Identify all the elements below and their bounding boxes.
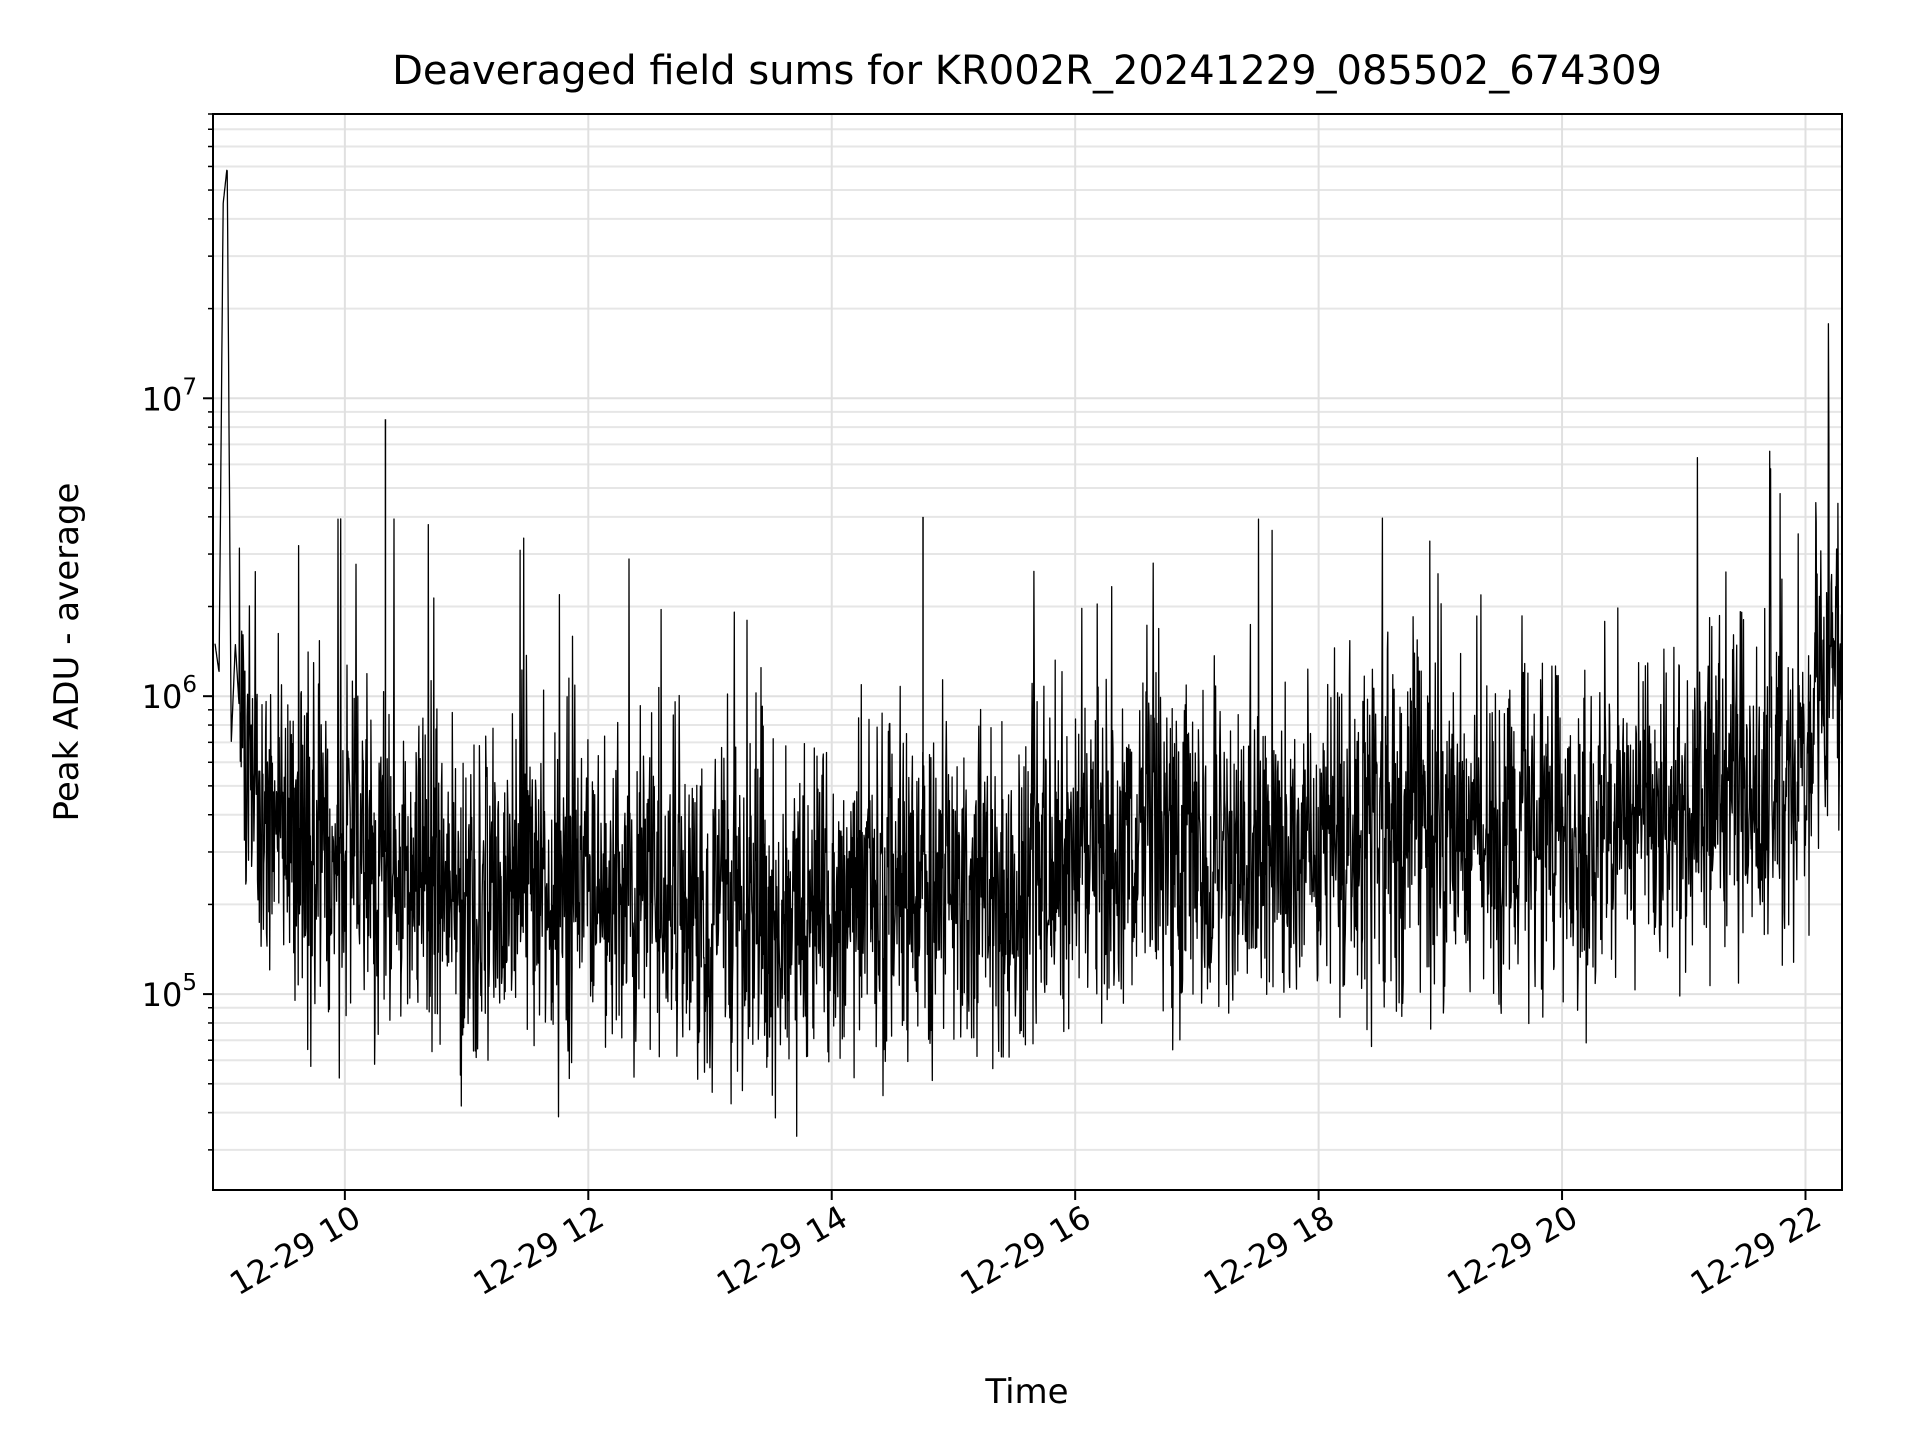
grid-major — [213, 114, 1842, 1190]
series-line — [214, 169, 1843, 1137]
series-layer — [214, 169, 1843, 1137]
y-tick-base: 10 — [142, 976, 183, 1014]
y-tick-label: 105 — [142, 970, 197, 1014]
y-tick-base: 10 — [142, 678, 183, 716]
chart-title: Deaveraged field sums for KR002R_2024122… — [392, 48, 1662, 94]
x-axis-label: Time — [984, 1372, 1068, 1412]
plot-frame — [212, 113, 1843, 1191]
y-tick-label: 106 — [142, 672, 197, 716]
y-tick-base: 10 — [142, 380, 183, 418]
y-tick-exponent: 5 — [182, 970, 197, 996]
y-tick-exponent: 7 — [182, 374, 197, 400]
y-tick-label: 107 — [142, 374, 197, 418]
y-tick-exponent: 6 — [182, 672, 197, 698]
y-axis-label: Peak ADU - average — [47, 483, 87, 822]
